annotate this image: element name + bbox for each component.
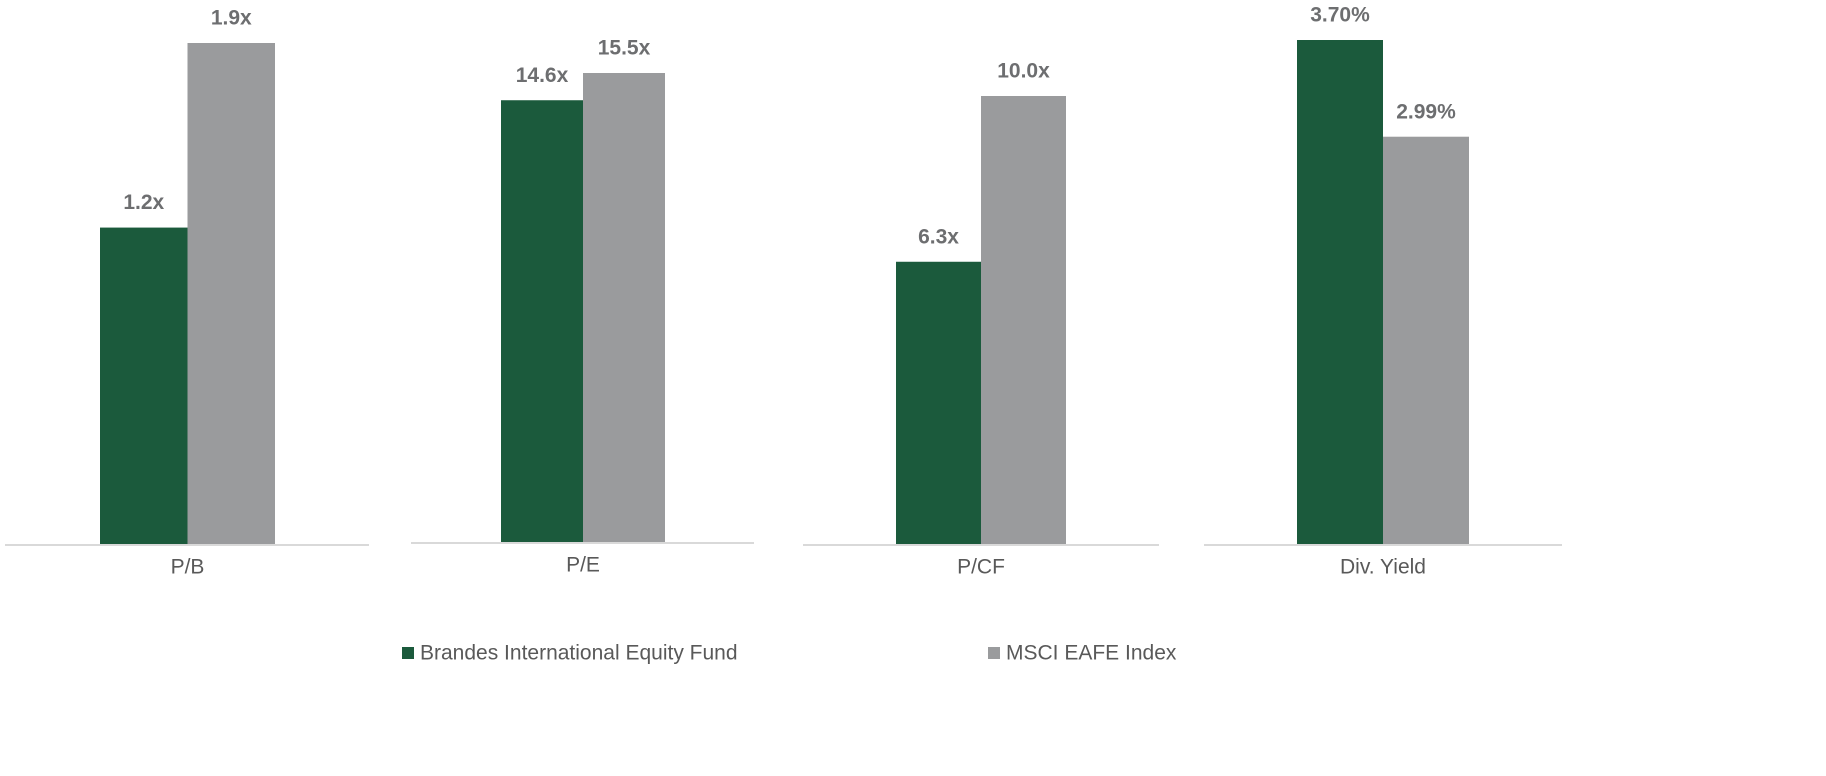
value-label: 3.70% — [1310, 4, 1370, 27]
bar — [896, 261, 981, 544]
category-label: P/E — [566, 554, 600, 577]
value-label: 1.2x — [123, 191, 164, 214]
bar — [583, 73, 665, 542]
value-label: 10.0x — [997, 60, 1050, 83]
legend-swatch — [988, 647, 1000, 659]
bar — [100, 227, 188, 544]
category-label: P/B — [171, 556, 205, 579]
value-label: 1.9x — [211, 7, 252, 30]
legend-label: Brandes International Equity Fund — [420, 642, 738, 665]
value-label: 6.3x — [918, 225, 959, 248]
bar — [501, 100, 583, 542]
legend-label: MSCI EAFE Index — [1006, 642, 1177, 665]
bar — [1383, 136, 1469, 545]
category-label: Div. Yield — [1340, 556, 1426, 579]
bar — [1297, 40, 1383, 544]
value-label: 15.5x — [598, 37, 651, 60]
bar — [187, 43, 275, 544]
bar — [981, 96, 1066, 544]
value-label: 14.6x — [516, 64, 569, 87]
value-label: 2.99% — [1396, 100, 1456, 123]
legend-swatch — [402, 647, 414, 659]
category-label: P/CF — [957, 556, 1005, 579]
